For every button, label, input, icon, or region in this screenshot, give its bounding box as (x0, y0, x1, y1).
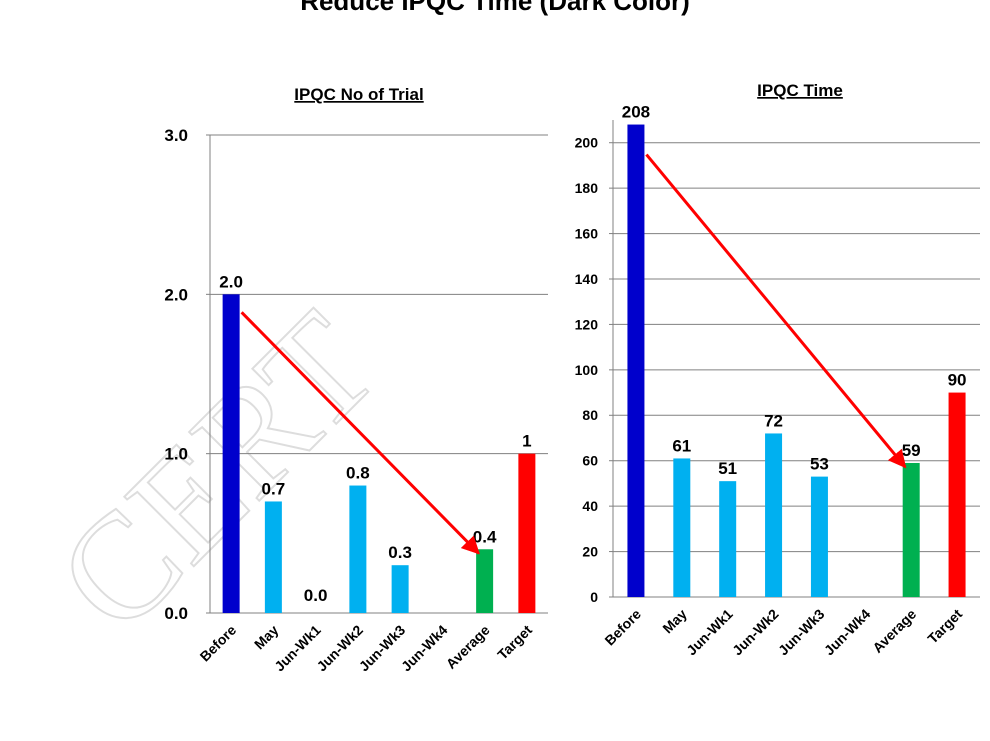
y-tick-label: 0.0 (164, 604, 188, 623)
trend-arrow (240, 311, 480, 555)
data-label: 208 (622, 103, 650, 122)
bar (948, 392, 966, 597)
data-label: 72 (764, 411, 783, 430)
x-tick-label: May (659, 606, 690, 637)
y-tick-label: 60 (582, 453, 598, 469)
chart-ipqc-time: IPQC Time 0 20 40 60 80 100 120 140 160 180 200 208… (575, 81, 980, 658)
data-label: 2.0 (219, 272, 243, 291)
y-tick-label: 2.0 (164, 285, 188, 304)
data-label: 1 (522, 432, 531, 451)
bar (349, 485, 367, 613)
data-label: 0.0 (304, 586, 328, 605)
bar (765, 433, 783, 597)
bar (264, 501, 282, 613)
x-tick-label: Target (494, 622, 535, 663)
data-label: 59 (902, 441, 921, 460)
data-label: 53 (810, 455, 829, 474)
x-tick-label: Target (924, 606, 965, 647)
bar (673, 458, 691, 597)
x-tick-label: Before (601, 606, 644, 649)
bar (391, 565, 409, 613)
bar (810, 476, 828, 597)
data-label: 0.3 (388, 543, 412, 562)
x-tick-label: May (251, 622, 282, 653)
x-tick-label: Average (869, 606, 919, 656)
y-tick-label: 80 (582, 407, 598, 423)
data-label: 90 (948, 371, 967, 390)
bar (719, 481, 737, 597)
y-tick-label: 120 (575, 316, 599, 332)
chart-title: IPQC Time (757, 81, 843, 100)
y-tick-label: 140 (575, 271, 599, 287)
x-tick-label: Before (197, 622, 240, 665)
trend-arrow (645, 153, 907, 469)
bar (627, 124, 645, 598)
y-tick-label: 0 (590, 589, 598, 605)
bar (518, 453, 536, 613)
y-tick-label: 180 (575, 180, 599, 196)
data-label: 0.8 (346, 464, 370, 483)
data-label: 0.7 (262, 479, 286, 498)
bar (476, 549, 494, 613)
x-tick-label: Jun-Wk4 (398, 622, 451, 675)
bar (222, 294, 240, 613)
data-label: 0.4 (473, 527, 497, 546)
y-tick-label: 1.0 (164, 445, 188, 464)
x-tick-label: Jun-Wk1 (683, 606, 736, 659)
y-tick-label: 200 (575, 135, 599, 151)
x-tick-label: Average (443, 622, 493, 672)
y-tick-label: 100 (575, 362, 599, 378)
y-tick-label: 20 (582, 543, 598, 559)
page-title: Reduce IPQC Time (Dark Color) (300, 0, 690, 16)
data-label: 51 (718, 459, 737, 478)
data-label: 61 (672, 436, 691, 455)
y-tick-label: 40 (582, 498, 598, 514)
x-tick-label: Jun-Wk4 (821, 606, 874, 659)
bar (902, 462, 920, 597)
x-tick-label: Jun-Wk3 (775, 606, 828, 659)
y-tick-label: 160 (575, 225, 599, 241)
y-tick-label: 3.0 (164, 126, 188, 145)
chart-title: IPQC No of Trial (294, 85, 423, 104)
x-tick-label: Jun-Wk2 (729, 606, 782, 659)
